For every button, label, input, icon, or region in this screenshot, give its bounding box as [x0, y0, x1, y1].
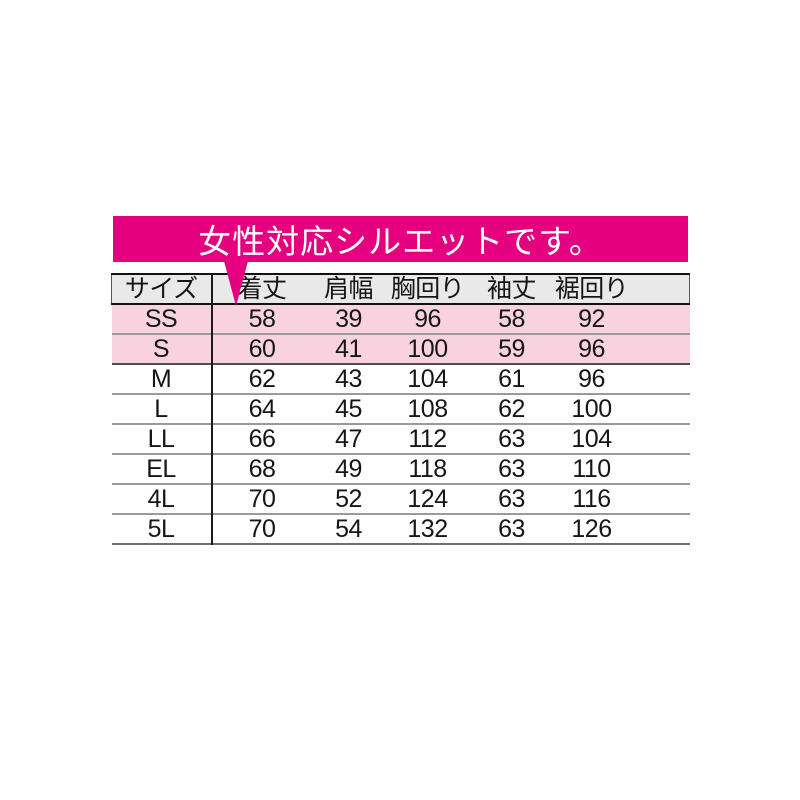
size-cell: L — [111, 394, 213, 424]
value-cell: 68 — [248, 455, 276, 483]
value-cell: 104 — [571, 425, 612, 453]
size-cell: 4L — [111, 484, 213, 514]
value-cell: 110 — [572, 455, 611, 483]
table-row: L 64 45 108 62 100 — [111, 394, 690, 424]
header-spacer — [629, 274, 690, 304]
header-row: サイズ 着丈 肩幅 胸回り 袖丈 裾回り — [111, 274, 690, 304]
banner-pointer-triangle — [224, 261, 248, 306]
spacer-cell — [630, 304, 690, 334]
value-cell: 63 — [498, 515, 525, 543]
table-row: LL 66 47 112 63 104 — [111, 424, 690, 454]
spacer-cell — [630, 514, 690, 544]
table-row: EL 68 49 118 63 110 — [111, 454, 690, 484]
size-cell: S — [111, 334, 213, 364]
header-size: サイズ — [111, 274, 213, 304]
spacer-cell — [630, 334, 690, 364]
value-cell: 116 — [572, 485, 611, 513]
size-cell: SS — [111, 304, 213, 334]
size-cell: EL — [111, 454, 213, 484]
value-cell: 96 — [578, 365, 605, 393]
spacer-cell — [630, 394, 690, 424]
value-cell: 92 — [578, 305, 605, 333]
spacer-cell — [630, 454, 690, 484]
value-cell: 66 — [248, 425, 276, 453]
value-cell: 100 — [571, 395, 612, 423]
table-row: S 60 41 100 59 96 — [111, 334, 690, 364]
value-cell: 108 — [407, 395, 448, 423]
value-cell: 96 — [578, 335, 605, 363]
value-cell: 41 — [335, 335, 362, 363]
size-chart-table: サイズ 着丈 肩幅 胸回り 袖丈 裾回り SS 58 39 96 58 92 S 60 41 10… — [111, 273, 690, 545]
banner-text: 女性対応シルエットです。 — [198, 223, 603, 260]
value-cell: 63 — [498, 485, 525, 513]
size-chart-body: SS 58 39 96 58 92 S 60 41 100 59 96 M 62 43 104 61 96 L 64 4… — [111, 304, 690, 544]
value-cell: 96 — [414, 305, 441, 333]
value-cell: 54 — [335, 515, 362, 543]
value-cell: 126 — [571, 515, 612, 543]
value-cell: 62 — [498, 395, 525, 423]
value-cell: 61 — [498, 365, 525, 393]
value-cell: 64 — [248, 395, 276, 423]
table-row: SS 58 39 96 58 92 — [111, 304, 690, 334]
size-cell: M — [111, 364, 213, 394]
value-cell: 60 — [248, 335, 276, 363]
value-cell: 62 — [248, 365, 276, 393]
value-cell: 100 — [407, 335, 448, 363]
value-cell: 47 — [335, 425, 362, 453]
value-cell: 63 — [498, 425, 525, 453]
value-cell: 52 — [335, 485, 362, 513]
header-chest: 胸回り — [390, 275, 465, 303]
value-cell: 58 — [248, 305, 276, 333]
value-cell: 70 — [248, 515, 276, 543]
value-cell: 104 — [407, 365, 448, 393]
spacer-cell — [630, 424, 690, 454]
value-cell: 58 — [498, 305, 525, 333]
value-cell: 124 — [407, 485, 448, 513]
table-row: 5L 70 54 132 63 126 — [111, 514, 690, 544]
value-cell: 112 — [408, 425, 447, 453]
value-cell: 63 — [498, 455, 525, 483]
value-cell: 43 — [335, 365, 362, 393]
table-row: M 62 43 104 61 96 — [111, 364, 690, 394]
spacer-cell — [630, 484, 690, 514]
value-cell: 132 — [407, 515, 448, 543]
header-shoulder-width: 肩幅 — [323, 275, 374, 303]
value-cell: 49 — [335, 455, 362, 483]
value-cell: 45 — [335, 395, 362, 423]
banner: 女性対応シルエットです。 — [113, 216, 688, 262]
header-sleeve-length: 袖丈 — [486, 275, 537, 303]
header-hem: 裾回り — [554, 275, 629, 303]
size-cell: LL — [111, 424, 213, 454]
value-cell: 59 — [498, 335, 525, 363]
value-cell: 39 — [335, 305, 362, 333]
spacer-cell — [630, 364, 690, 394]
value-cell: 118 — [408, 455, 447, 483]
size-cell: 5L — [111, 514, 213, 544]
table-row: 4L 70 52 124 63 116 — [111, 484, 690, 514]
value-cell: 70 — [248, 485, 276, 513]
